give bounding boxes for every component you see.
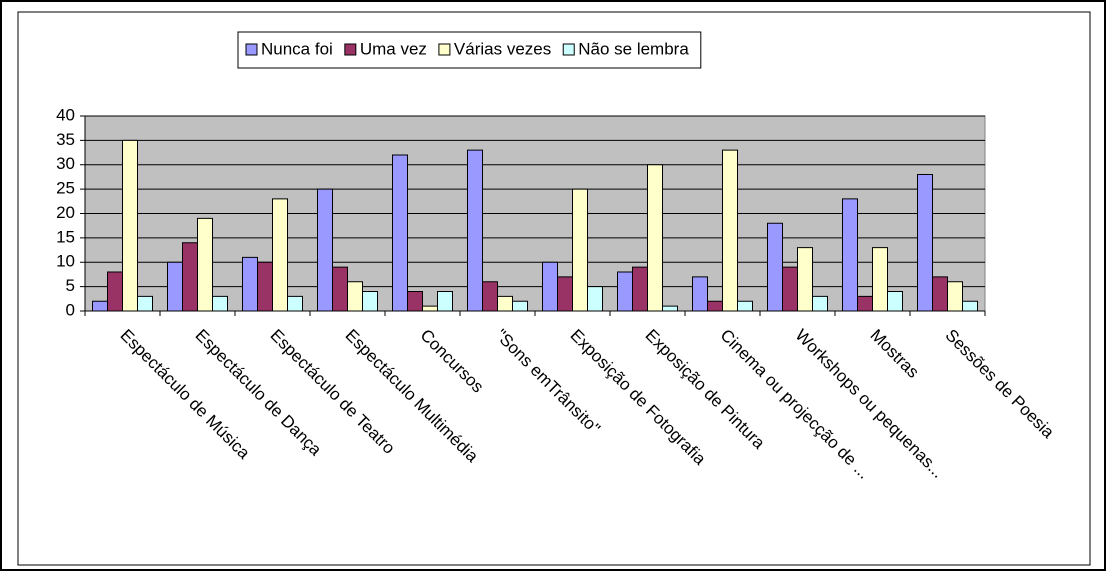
bar — [497, 295, 513, 312]
bar — [842, 198, 858, 312]
bar — [812, 295, 828, 312]
bar — [362, 291, 378, 312]
legend-label: Várias vezes — [454, 39, 551, 58]
bar — [392, 154, 408, 312]
bar — [122, 139, 138, 312]
bar — [887, 291, 903, 312]
bar — [797, 247, 813, 312]
bar — [272, 198, 288, 312]
legend-swatch — [344, 43, 357, 56]
bar — [317, 188, 333, 312]
legend-swatch — [562, 43, 575, 56]
bar — [647, 164, 663, 312]
bar — [347, 281, 363, 312]
legend-label: Nunca foi — [261, 39, 333, 58]
bar — [422, 305, 438, 312]
bar — [767, 222, 783, 312]
bar — [332, 266, 348, 312]
bar — [407, 291, 423, 312]
bar — [197, 217, 213, 312]
bar — [632, 266, 648, 312]
legend-box — [237, 31, 702, 69]
bar — [707, 300, 723, 312]
bar — [662, 305, 678, 312]
bar — [737, 300, 753, 312]
y-tick-label: 0 — [66, 300, 75, 319]
legend-label: Uma vez — [360, 39, 427, 58]
legend-swatch — [245, 43, 258, 56]
y-tick-label: 20 — [56, 203, 75, 222]
y-tick-label: 35 — [56, 130, 75, 149]
bar — [542, 261, 558, 312]
bar — [932, 276, 948, 312]
bar — [437, 291, 453, 312]
bar — [467, 149, 483, 312]
bar — [287, 295, 303, 312]
bar — [482, 281, 498, 312]
bar — [257, 261, 273, 312]
y-tick-label: 10 — [56, 252, 75, 271]
bar — [587, 286, 603, 312]
bar — [872, 247, 888, 312]
bar — [857, 295, 873, 312]
bar — [722, 149, 738, 312]
bar — [557, 276, 573, 312]
bar — [692, 276, 708, 312]
bar — [167, 261, 183, 312]
bar — [572, 188, 588, 312]
y-tick-label: 15 — [56, 227, 75, 246]
y-tick-label: 40 — [56, 105, 75, 124]
bar — [962, 300, 978, 312]
y-tick-label: 30 — [56, 154, 75, 173]
y-tick-label: 25 — [56, 179, 75, 198]
bar — [617, 271, 633, 312]
bar — [512, 300, 528, 312]
bar — [947, 281, 963, 312]
bar — [107, 271, 123, 312]
bar — [92, 300, 108, 312]
y-tick-label: 5 — [66, 276, 75, 295]
legend-swatch — [438, 43, 451, 56]
bar — [212, 295, 228, 312]
bar — [137, 295, 153, 312]
legend: Nunca foi Uma vez Várias vezes Não se lembr… — [237, 31, 702, 69]
legend-label: Não se lembra — [578, 39, 689, 58]
bar — [782, 266, 798, 312]
bar — [917, 174, 933, 312]
bar — [242, 256, 258, 312]
bar — [182, 242, 198, 312]
